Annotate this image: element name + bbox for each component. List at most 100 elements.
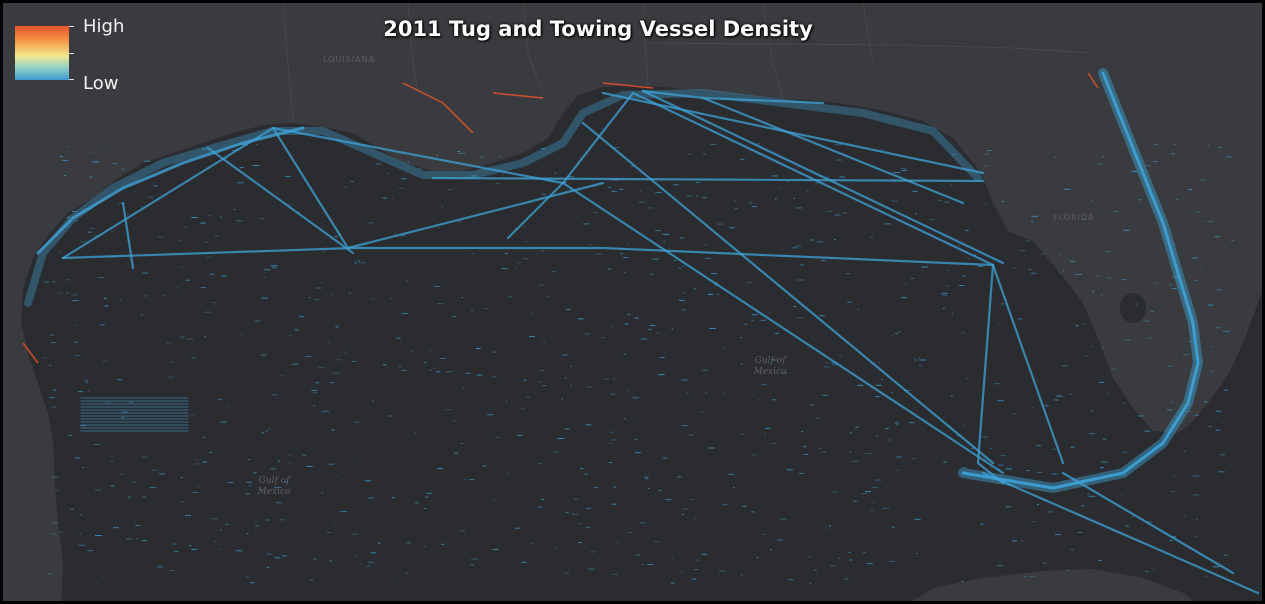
density-point xyxy=(694,569,699,571)
density-point xyxy=(1075,274,1082,275)
density-point xyxy=(1121,495,1123,497)
density-point xyxy=(279,487,282,489)
density-point xyxy=(624,323,629,325)
density-point xyxy=(461,443,464,445)
density-point xyxy=(1101,347,1105,349)
density-point xyxy=(1054,399,1059,401)
density-point xyxy=(918,365,922,367)
density-point xyxy=(630,165,634,167)
density-point xyxy=(742,505,747,507)
density-point xyxy=(611,439,616,441)
density-point xyxy=(501,268,508,270)
density-point xyxy=(87,231,92,233)
density-point xyxy=(865,453,872,455)
density-point xyxy=(179,239,182,241)
density-point xyxy=(406,542,411,544)
density-point xyxy=(407,161,410,163)
density-point xyxy=(334,522,336,524)
density-point xyxy=(177,287,179,289)
density-point xyxy=(103,297,107,299)
density-point xyxy=(704,257,711,259)
density-point xyxy=(331,238,334,239)
density-point xyxy=(585,513,587,515)
density-point xyxy=(95,535,102,536)
density-point xyxy=(985,153,989,155)
density-point xyxy=(810,239,815,241)
legend-tick-mid xyxy=(69,53,74,54)
density-point xyxy=(655,230,662,232)
legend-tick-high xyxy=(69,26,74,27)
density-point xyxy=(328,342,330,344)
density-point xyxy=(245,576,250,578)
density-point xyxy=(529,336,535,337)
density-point xyxy=(315,382,320,384)
density-point xyxy=(785,181,789,182)
density-point xyxy=(561,398,563,400)
density-point xyxy=(1071,549,1074,551)
density-point xyxy=(724,392,726,394)
density-point xyxy=(1172,244,1176,246)
density-point xyxy=(696,195,698,197)
density-point xyxy=(1179,286,1184,287)
density-point xyxy=(336,475,339,476)
density-point xyxy=(834,214,841,216)
density-point xyxy=(990,466,992,468)
density-point xyxy=(1062,270,1065,272)
density-point xyxy=(461,297,463,298)
density-point xyxy=(740,337,742,339)
density-point xyxy=(609,462,612,463)
density-point xyxy=(650,249,652,251)
density-point xyxy=(678,299,685,301)
density-point xyxy=(1077,531,1083,533)
density-point xyxy=(85,381,88,383)
density-point xyxy=(306,465,313,467)
density-point xyxy=(916,553,918,554)
density-point xyxy=(746,282,752,283)
density-point xyxy=(47,573,53,575)
density-point xyxy=(64,175,66,176)
density-point xyxy=(75,457,80,459)
density-point xyxy=(947,270,949,271)
density-point xyxy=(909,422,915,424)
density-point xyxy=(274,487,279,489)
density-point xyxy=(1102,438,1106,440)
density-point xyxy=(289,462,293,464)
track-line xyxy=(431,176,985,183)
density-point xyxy=(777,539,783,541)
density-point xyxy=(815,182,820,184)
density-point xyxy=(740,363,743,365)
density-point xyxy=(391,197,394,199)
density-point xyxy=(971,447,974,449)
track-line xyxy=(641,89,825,105)
density-point xyxy=(681,379,688,381)
track-line xyxy=(981,471,1260,595)
density-point xyxy=(517,434,523,436)
density-point xyxy=(113,527,119,529)
density-point xyxy=(375,163,382,165)
density-point xyxy=(424,362,427,363)
density-point xyxy=(331,372,337,374)
density-point xyxy=(43,281,49,283)
density-point xyxy=(1083,355,1089,357)
density-point xyxy=(80,241,87,243)
density-point xyxy=(89,151,92,153)
density-point xyxy=(1173,143,1177,145)
density-point xyxy=(493,499,496,501)
density-point xyxy=(839,144,842,146)
density-point xyxy=(1021,540,1024,542)
density-point xyxy=(957,245,960,247)
density-point xyxy=(793,198,795,199)
density-legend-ramp xyxy=(15,26,69,80)
density-point xyxy=(1167,365,1172,367)
density-point xyxy=(647,488,650,490)
density-point xyxy=(1176,198,1179,200)
density-point xyxy=(682,292,686,294)
density-point xyxy=(584,473,589,475)
map-canvas[interactable] xyxy=(3,3,1265,604)
density-point xyxy=(1101,213,1103,214)
density-point xyxy=(607,268,612,270)
density-point xyxy=(611,503,617,505)
density-point xyxy=(1224,389,1228,391)
track-line xyxy=(991,263,1065,465)
